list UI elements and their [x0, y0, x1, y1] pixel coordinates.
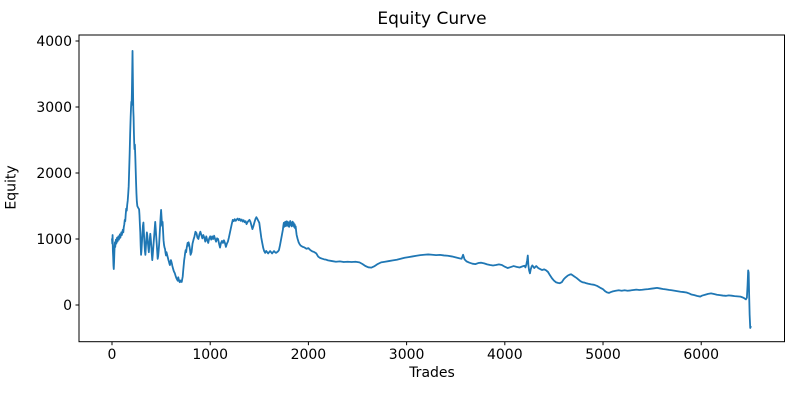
y-tick-label: 3000 — [36, 100, 72, 116]
x-tick-label: 2000 — [291, 347, 327, 363]
x-tick-label: 3000 — [389, 347, 425, 363]
y-tick-label: 2000 — [36, 166, 72, 182]
equity-line — [111, 50, 752, 329]
y-tick-label: 0 — [63, 298, 72, 314]
x-tick-label: 0 — [108, 347, 117, 363]
x-axis-label: Trades — [409, 365, 455, 381]
y-tick-label: 1000 — [36, 232, 72, 248]
x-tick-label: 1000 — [192, 347, 228, 363]
x-tick-label: 4000 — [487, 347, 523, 363]
plot-frame — [78, 34, 785, 343]
x-tick-label: 5000 — [585, 347, 621, 363]
x-tick-label: 6000 — [683, 347, 719, 363]
y-tick-label: 4000 — [36, 34, 72, 50]
chart-title: Equity Curve — [377, 9, 487, 29]
plot-area — [79, 35, 785, 342]
